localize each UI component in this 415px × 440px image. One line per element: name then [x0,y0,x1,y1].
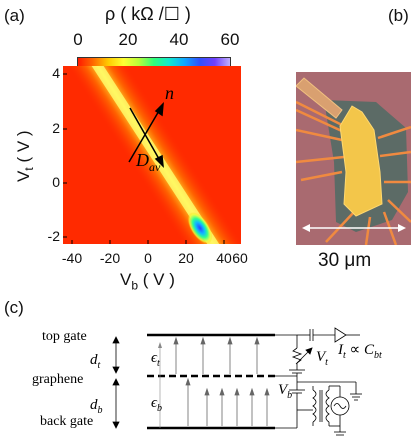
x-tick: 40 [216,250,232,266]
x-tick: -40 [61,250,83,266]
dav-arrow-head [154,154,164,169]
n-arrow [128,103,164,163]
n-label: n [165,83,174,103]
x-tick: 0 [144,250,152,266]
dirac-peak [187,212,213,244]
back-gate-label: back gate [40,414,93,429]
scale-bar-label: 30 μm [318,250,372,271]
top-gate-electrode [339,105,383,217]
eps-b-label: ϵb [151,395,162,414]
device-micrograph [296,72,411,245]
n-arrow-head [154,102,164,117]
colorbar-tick: 40 [169,30,189,49]
panel-b-label: (b) [388,6,409,25]
y-tick: 0 [52,174,60,190]
y-tick: 4 [52,65,60,81]
vt-label: Vt [316,349,328,368]
x-tick: -20 [99,250,121,266]
y-axis-label: Vt ( V ) [13,130,37,182]
dav-label: Dav [135,150,161,174]
eps-t-label: ϵt [151,350,160,369]
colorbar-title: ρ ( kΩ /☐ ) [105,4,191,24]
vb-label: Vb [278,382,292,401]
resistivity-map: n Dav [63,66,241,244]
colorbar-tick: 60 [220,30,240,49]
colorbar-gradient [78,58,230,68]
y-tick: 2 [52,120,60,136]
x-tick: 20 [178,250,194,266]
panel-c-label: (c) [4,298,24,317]
circuit-schematic: top gate graphene back gate dt db ϵt ϵb [32,327,382,436]
resistor [291,347,303,364]
colorbar-tick: 0 [73,30,83,49]
x-tick: 60 [232,250,248,266]
colorbar-tick: 20 [118,30,138,49]
db-label: db [90,397,103,416]
scale-bar [302,224,406,232]
x-axis-label: Vb ( V ) [120,270,175,293]
probe-arm [296,77,343,119]
y-tick: -2 [47,228,60,244]
panel-a-label: (a) [4,6,25,25]
it-cbt-label: It ∝ Cbt [337,342,382,361]
graphene-label: graphene [32,372,83,387]
top-gate-label: top gate [42,329,87,344]
dav-arrow [129,107,164,167]
dt-label: dt [90,352,101,371]
transformer-coil [312,389,317,423]
